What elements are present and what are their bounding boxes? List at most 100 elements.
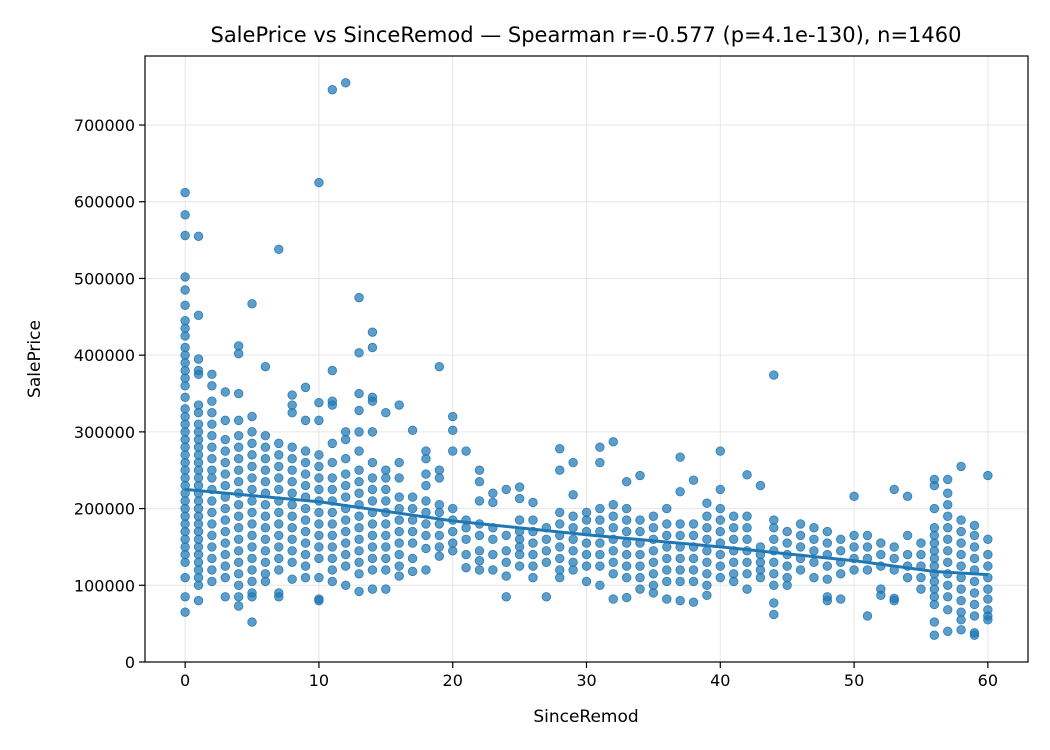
data-point — [608, 594, 618, 604]
data-point — [260, 454, 271, 464]
data-point — [207, 442, 217, 452]
data-point — [314, 595, 324, 606]
data-point — [581, 576, 592, 587]
data-point — [635, 549, 645, 560]
data-point — [956, 461, 966, 472]
data-point — [715, 515, 725, 525]
data-point — [715, 572, 725, 583]
data-point — [702, 511, 712, 521]
data-point — [300, 526, 311, 537]
data-point — [956, 595, 966, 606]
data-point — [274, 553, 284, 564]
data-point — [354, 488, 364, 498]
data-point — [274, 530, 284, 541]
data-point — [595, 503, 605, 514]
data-point — [421, 480, 431, 491]
chart-title: SalePrice vs SinceRemod — Spearman r=-0.… — [210, 23, 961, 47]
y-tick-label: 400000 — [74, 346, 135, 365]
data-point — [314, 519, 324, 529]
data-point — [648, 546, 659, 556]
data-point — [434, 473, 445, 483]
data-point — [180, 300, 190, 311]
data-point — [648, 557, 659, 567]
data-point — [300, 515, 311, 525]
data-point — [635, 515, 645, 525]
data-point — [983, 561, 993, 571]
data-point — [555, 519, 565, 529]
y-axis-label: SalePrice — [25, 320, 45, 398]
data-point — [595, 549, 605, 560]
data-point — [207, 473, 217, 483]
data-point — [247, 484, 257, 495]
data-point — [862, 611, 873, 621]
data-point — [287, 477, 297, 487]
data-point — [688, 475, 699, 485]
data-point — [528, 515, 538, 525]
data-point — [849, 542, 859, 552]
data-point — [595, 457, 605, 468]
data-point — [207, 419, 217, 429]
x-tick-label: 50 — [844, 671, 864, 690]
data-point — [742, 534, 752, 544]
data-point — [461, 523, 471, 533]
data-point — [929, 599, 940, 610]
data-point — [354, 427, 364, 437]
data-point — [327, 484, 338, 495]
data-point — [354, 348, 364, 358]
data-point — [822, 526, 833, 537]
data-point — [274, 592, 284, 602]
data-point — [367, 427, 378, 437]
data-point — [769, 609, 779, 620]
data-point — [688, 519, 699, 529]
data-point — [207, 381, 217, 391]
data-point — [180, 331, 190, 341]
data-point — [233, 601, 244, 611]
data-point — [688, 576, 699, 587]
data-point — [956, 538, 966, 548]
data-point — [260, 546, 271, 556]
data-point — [340, 526, 351, 537]
data-point — [340, 538, 351, 548]
data-point — [407, 503, 418, 514]
x-tick-label: 20 — [443, 671, 463, 690]
data-point — [956, 615, 966, 625]
data-point — [662, 565, 672, 575]
data-point — [943, 511, 953, 521]
data-point — [555, 444, 565, 454]
data-point — [193, 595, 204, 606]
data-point — [448, 546, 458, 556]
data-point — [407, 526, 418, 537]
data-point — [354, 465, 364, 475]
data-point — [782, 538, 792, 548]
data-point — [247, 473, 257, 483]
data-point — [889, 553, 899, 564]
data-point — [795, 519, 806, 529]
data-point — [902, 491, 913, 502]
data-point — [354, 388, 364, 399]
data-point — [983, 594, 993, 604]
data-point — [501, 484, 511, 495]
data-point — [528, 572, 538, 583]
data-point — [260, 511, 271, 521]
data-point — [621, 515, 632, 525]
y-tick-label: 0 — [125, 653, 135, 672]
data-point — [314, 473, 324, 483]
data-point — [247, 438, 257, 449]
data-point — [381, 473, 391, 483]
data-point — [274, 542, 284, 552]
data-point — [769, 523, 779, 533]
data-point — [207, 542, 217, 552]
data-point — [340, 549, 351, 560]
data-point — [809, 534, 819, 544]
data-point — [675, 519, 685, 529]
data-point — [474, 465, 485, 475]
data-point — [193, 231, 204, 241]
data-point — [381, 584, 391, 594]
data-point — [702, 569, 712, 579]
data-point — [474, 546, 485, 556]
data-point — [501, 530, 511, 541]
data-point — [233, 454, 244, 464]
data-point — [394, 561, 404, 571]
data-point — [889, 484, 899, 495]
